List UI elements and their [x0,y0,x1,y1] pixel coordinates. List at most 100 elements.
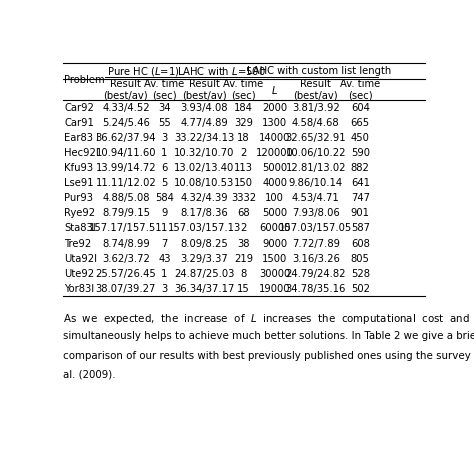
Text: Car91: Car91 [64,118,94,128]
Text: 8.09/8.25: 8.09/8.25 [181,238,228,248]
Text: 36.34/37.17: 36.34/37.17 [174,284,235,294]
Text: 13.99/14.72: 13.99/14.72 [96,163,156,173]
Text: 450: 450 [351,133,370,143]
Text: 590: 590 [351,148,370,158]
Text: 1: 1 [161,223,168,233]
Text: 8.74/8.99: 8.74/8.99 [102,238,150,248]
Text: 5.24/5.46: 5.24/5.46 [102,118,150,128]
Text: 24.87/25.03: 24.87/25.03 [174,269,235,279]
Text: 3.81/3.92: 3.81/3.92 [292,103,340,113]
Text: 4.58/4.68: 4.58/4.68 [292,118,340,128]
Text: 3.93/4.08: 3.93/4.08 [181,103,228,113]
Text: 747: 747 [351,193,370,203]
Text: 1: 1 [161,269,168,279]
Text: 3.29/3.37: 3.29/3.37 [181,253,228,263]
Text: 34.78/35.16: 34.78/35.16 [286,284,346,294]
Text: Lse91: Lse91 [64,178,94,188]
Text: 7.93/8.06: 7.93/8.06 [292,208,340,218]
Text: Av. time
(sec): Av. time (sec) [145,79,184,101]
Text: 157.03/157.13: 157.03/157.13 [168,223,241,233]
Text: 3.62/3.72: 3.62/3.72 [102,253,150,263]
Text: 584: 584 [155,193,174,203]
Text: 13.02/13.40: 13.02/13.40 [174,163,235,173]
Text: 1300: 1300 [262,118,287,128]
Text: Result
(best/av): Result (best/av) [182,79,227,101]
Text: 608: 608 [351,238,370,248]
Text: 641: 641 [351,178,370,188]
Text: 2: 2 [240,223,246,233]
Text: 665: 665 [351,118,370,128]
Text: 60000: 60000 [259,223,291,233]
Text: 11.11/12.02: 11.11/12.02 [96,178,156,188]
Text: 3332: 3332 [231,193,256,203]
Text: Av. time
(sec): Av. time (sec) [223,79,264,101]
Text: 24.79/24.82: 24.79/24.82 [286,269,346,279]
Text: Ute92: Ute92 [64,269,94,279]
Text: As  we  expected,  the  increase  of  $L$  increases  the  computational  cost  : As we expected, the increase of $L$ incr… [63,312,470,326]
Text: 157.03/157.05: 157.03/157.05 [279,223,353,233]
Text: 3: 3 [161,133,168,143]
Text: 34: 34 [158,103,171,113]
Text: 901: 901 [351,208,370,218]
Text: 4.88/5.08: 4.88/5.08 [102,193,150,203]
Text: 4.77/4.89: 4.77/4.89 [181,118,228,128]
Text: 38: 38 [237,238,250,248]
Text: comparison of our results with best previously published ones using the survey o: comparison of our results with best prev… [63,351,474,361]
Text: 100: 100 [265,193,284,203]
Text: 2: 2 [240,148,246,158]
Text: 5: 5 [161,178,168,188]
Text: 10.94/11.60: 10.94/11.60 [96,148,156,158]
Text: LAHC with custom list length: LAHC with custom list length [247,66,391,76]
Text: Av. time
(sec): Av. time (sec) [340,79,381,101]
Text: 502: 502 [351,284,370,294]
Text: 1500: 1500 [262,253,287,263]
Text: 4.32/4.39: 4.32/4.39 [181,193,228,203]
Text: 587: 587 [351,223,370,233]
Text: al. (2009).: al. (2009). [63,370,116,380]
Text: 43: 43 [158,253,171,263]
Text: 10.32/10.70: 10.32/10.70 [174,148,235,158]
Text: LAHC with $L$=500: LAHC with $L$=500 [177,65,266,77]
Text: 604: 604 [351,103,370,113]
Text: 25.57/26.45: 25.57/26.45 [96,269,156,279]
Text: 3.16/3.26: 3.16/3.26 [292,253,340,263]
Text: Result
(best/av): Result (best/av) [104,79,148,101]
Text: 68: 68 [237,208,250,218]
Text: 4.33/4.52: 4.33/4.52 [102,103,150,113]
Text: 12.81/13.02: 12.81/13.02 [286,163,346,173]
Text: 882: 882 [351,163,370,173]
Text: Problem: Problem [64,75,105,85]
Text: 38.07/39.27: 38.07/39.27 [96,284,156,294]
Text: 528: 528 [351,269,370,279]
Text: Uta92I: Uta92I [64,253,97,263]
Text: 157.17/157.51: 157.17/157.51 [89,223,163,233]
Text: Car92: Car92 [64,103,94,113]
Text: Rye92: Rye92 [64,208,95,218]
Text: Sta83I: Sta83I [64,223,96,233]
Text: Pure HC ($L$=1): Pure HC ($L$=1) [107,65,180,78]
Text: Pur93: Pur93 [64,193,93,203]
Text: Yor83I: Yor83I [64,284,94,294]
Text: 7: 7 [161,238,168,248]
Text: 30000: 30000 [259,269,291,279]
Text: 150: 150 [234,178,253,188]
Text: 10.06/10.22: 10.06/10.22 [286,148,346,158]
Text: 15: 15 [237,284,250,294]
Text: Kfu93: Kfu93 [64,163,93,173]
Text: 113: 113 [234,163,253,173]
Text: 184: 184 [234,103,253,113]
Text: 10.08/10.53: 10.08/10.53 [174,178,235,188]
Text: 120000: 120000 [256,148,293,158]
Text: 55: 55 [158,118,171,128]
Text: 9: 9 [161,208,168,218]
Text: Hec92I: Hec92I [64,148,99,158]
Text: 9000: 9000 [262,238,287,248]
Text: 805: 805 [351,253,370,263]
Text: 5000: 5000 [262,163,287,173]
Text: $L$: $L$ [271,84,278,96]
Text: 4000: 4000 [262,178,287,188]
Text: 6: 6 [161,163,168,173]
Text: 219: 219 [234,253,253,263]
Text: 8.17/8.36: 8.17/8.36 [181,208,228,218]
Text: 1: 1 [161,148,168,158]
